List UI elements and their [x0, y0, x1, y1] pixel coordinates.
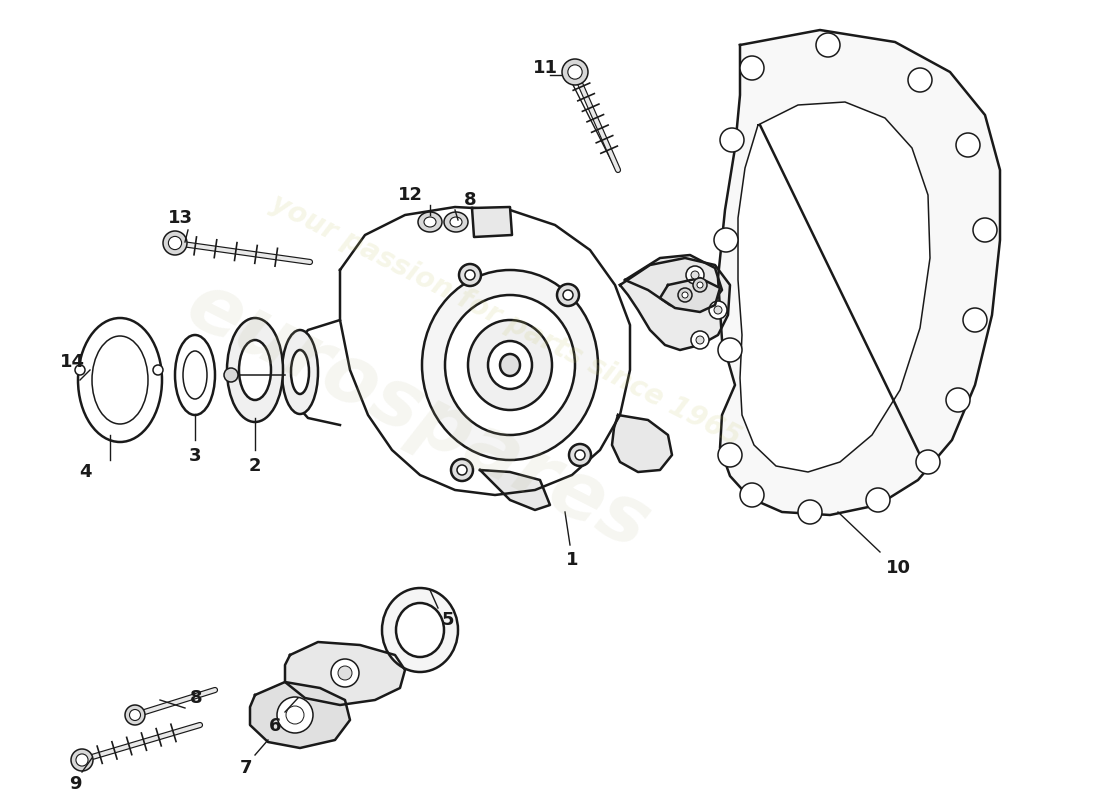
Ellipse shape: [418, 212, 442, 232]
Circle shape: [691, 331, 710, 349]
Circle shape: [718, 443, 743, 467]
Text: 8: 8: [464, 191, 476, 209]
Circle shape: [75, 365, 85, 375]
Polygon shape: [625, 255, 722, 310]
Circle shape: [740, 483, 764, 507]
Circle shape: [714, 228, 738, 252]
Circle shape: [459, 264, 481, 286]
Text: 6: 6: [268, 717, 282, 735]
Circle shape: [866, 488, 890, 512]
Circle shape: [686, 266, 704, 284]
Ellipse shape: [382, 588, 458, 672]
Circle shape: [72, 749, 94, 771]
Text: 14: 14: [59, 353, 85, 371]
Circle shape: [908, 68, 932, 92]
Text: 8: 8: [189, 689, 202, 707]
Polygon shape: [718, 30, 1000, 515]
Ellipse shape: [444, 212, 468, 232]
Circle shape: [816, 33, 840, 57]
Ellipse shape: [446, 295, 575, 435]
Circle shape: [740, 56, 764, 80]
Circle shape: [691, 271, 698, 279]
Circle shape: [678, 288, 692, 302]
Text: 11: 11: [532, 59, 558, 77]
Circle shape: [224, 368, 238, 382]
Ellipse shape: [422, 270, 598, 460]
Ellipse shape: [450, 217, 462, 227]
Text: 7: 7: [240, 759, 252, 777]
Circle shape: [697, 282, 703, 288]
Circle shape: [974, 218, 997, 242]
Text: 1: 1: [565, 551, 579, 569]
Circle shape: [720, 128, 744, 152]
Circle shape: [798, 500, 822, 524]
Text: 3: 3: [189, 447, 201, 465]
Text: 9: 9: [68, 775, 81, 793]
Circle shape: [946, 388, 970, 412]
Circle shape: [465, 270, 475, 280]
Text: your passion for parts since 1965: your passion for parts since 1965: [266, 189, 746, 451]
Text: eurospares: eurospares: [174, 266, 662, 566]
Text: 5: 5: [442, 611, 454, 629]
Circle shape: [338, 666, 352, 680]
Circle shape: [575, 450, 585, 460]
Circle shape: [168, 237, 182, 250]
Circle shape: [962, 308, 987, 332]
Polygon shape: [612, 415, 672, 472]
Circle shape: [125, 705, 145, 725]
Ellipse shape: [500, 354, 520, 376]
Ellipse shape: [488, 341, 532, 389]
Circle shape: [916, 450, 940, 474]
Ellipse shape: [468, 320, 552, 410]
Polygon shape: [250, 682, 350, 748]
Ellipse shape: [227, 318, 283, 422]
Circle shape: [562, 59, 588, 85]
Circle shape: [563, 290, 573, 300]
Circle shape: [76, 754, 88, 766]
Ellipse shape: [282, 330, 318, 414]
Text: 13: 13: [167, 209, 192, 227]
Circle shape: [569, 444, 591, 466]
Polygon shape: [738, 102, 930, 472]
Text: 2: 2: [249, 457, 262, 475]
Circle shape: [130, 710, 141, 721]
Polygon shape: [472, 207, 512, 237]
Circle shape: [682, 292, 688, 298]
Circle shape: [693, 278, 707, 292]
Polygon shape: [660, 278, 720, 312]
Circle shape: [456, 465, 468, 475]
Polygon shape: [285, 642, 405, 705]
Circle shape: [331, 659, 359, 687]
Ellipse shape: [239, 340, 271, 400]
Ellipse shape: [292, 350, 309, 394]
Circle shape: [277, 697, 313, 733]
Polygon shape: [340, 207, 630, 495]
Circle shape: [568, 65, 582, 79]
Circle shape: [153, 365, 163, 375]
Circle shape: [714, 306, 722, 314]
Ellipse shape: [424, 217, 436, 227]
Polygon shape: [480, 470, 550, 510]
Circle shape: [696, 336, 704, 344]
Text: 12: 12: [397, 186, 422, 204]
Circle shape: [163, 231, 187, 255]
Circle shape: [718, 338, 743, 362]
Ellipse shape: [396, 603, 444, 657]
Text: 10: 10: [886, 559, 911, 577]
Circle shape: [956, 133, 980, 157]
Circle shape: [557, 284, 579, 306]
Text: 4: 4: [79, 463, 91, 481]
Circle shape: [451, 459, 473, 481]
Polygon shape: [620, 258, 730, 350]
Circle shape: [710, 301, 727, 319]
